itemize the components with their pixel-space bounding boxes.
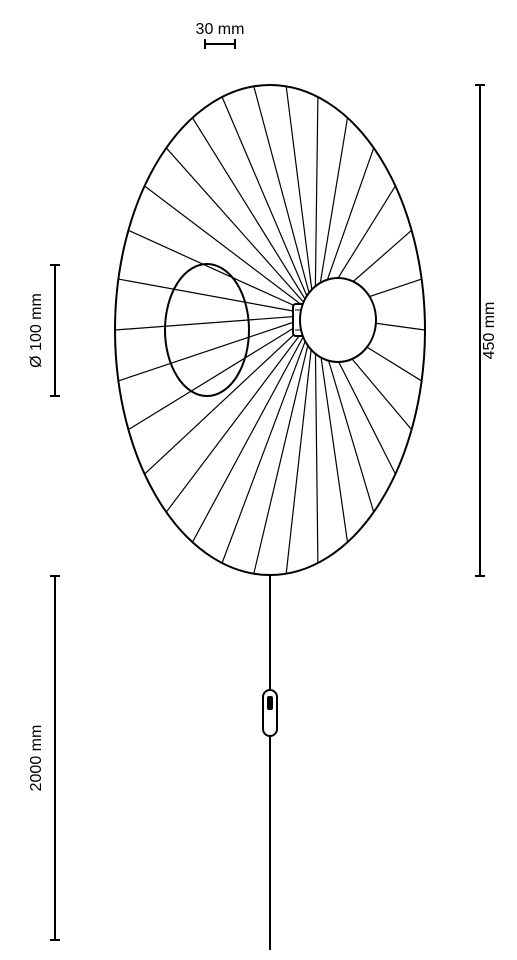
- dim-label: 30 mm: [196, 21, 245, 38]
- dim-label: 2000 mm: [28, 725, 45, 792]
- technical-drawing: 30 mm Ø 100 mm 2000 mm 450 mm: [0, 0, 517, 960]
- dim-label: 450 mm: [481, 302, 498, 360]
- dim-label: Ø 100 mm: [28, 293, 45, 368]
